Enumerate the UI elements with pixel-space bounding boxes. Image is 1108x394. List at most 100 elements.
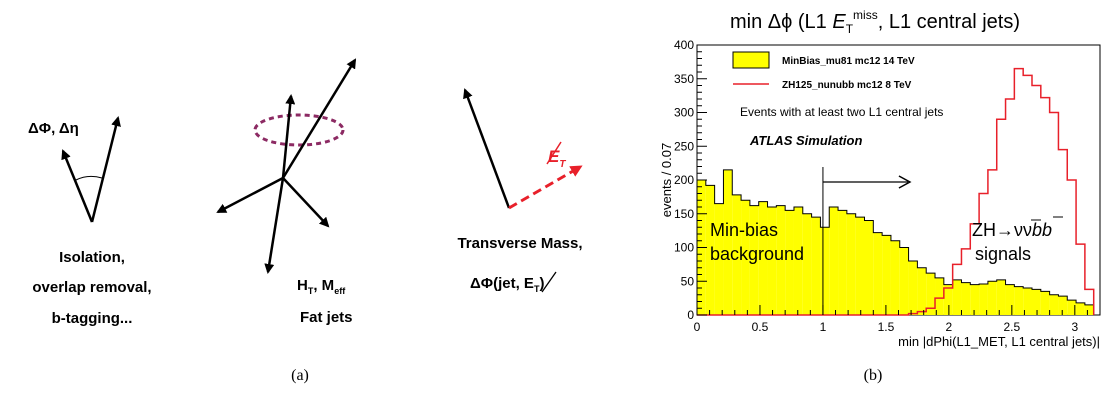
minbias-bar (758, 201, 768, 315)
y-tick-label: 350 (674, 72, 694, 86)
minbias-histogram (696, 169, 1095, 315)
y-tick-label: 100 (674, 241, 694, 255)
minbias-label-2: background (710, 244, 804, 264)
minbias-bar (802, 213, 812, 315)
minbias-bar (785, 210, 794, 315)
legend: MinBias_mu81 mc12 14 TeV ZH125_nunubb mc… (732, 51, 915, 91)
minbias-bar (1084, 304, 1094, 315)
minbias-bar (952, 279, 962, 315)
svg-text:ΔΦ(jet, ET): ΔΦ(jet, ET) (470, 275, 544, 294)
transverse-mass-label: Transverse Mass, (457, 235, 582, 252)
delta-phi-jet-et-label: ΔΦ(jet, ET) (470, 271, 557, 294)
panel-a-caption: (a) (291, 367, 309, 384)
minbias-bar (908, 261, 918, 315)
x-tick-label: 1.5 (878, 320, 895, 334)
minbias-bar (749, 205, 759, 315)
minbias-bar (1040, 291, 1050, 315)
minbias-bar (776, 205, 786, 315)
isolation-diagram (61, 116, 121, 223)
signal-histogram (697, 67, 1095, 316)
minbias-bar (1031, 289, 1041, 315)
y-axis-label: events / 0.07 (659, 143, 674, 217)
y-tick-label: 200 (674, 173, 694, 187)
minbias-bar (1058, 296, 1068, 315)
minbias-bar (838, 210, 847, 315)
minbias-bar (1067, 300, 1077, 315)
cut-indicator (822, 167, 912, 315)
minbias-bar (979, 283, 988, 315)
x-tick-label: 2.5 (1004, 320, 1021, 334)
signal-label-1: ZH→ννbb (972, 216, 1063, 240)
x-tick-label: 1 (820, 320, 827, 334)
minbias-bar (820, 227, 830, 315)
panel-a: ΔΦ, Δη Isolation, overlap removal, b-tag… (28, 58, 583, 384)
minbias-label-1: Min-bias (710, 220, 778, 240)
fat-jets-label: Fat jets (300, 309, 353, 326)
minbias-bar (996, 279, 1006, 315)
transverse-mass-diagram (463, 88, 583, 210)
minbias-bar (732, 194, 742, 315)
minbias-bar (890, 240, 900, 315)
minbias-bar (705, 185, 715, 315)
signal-label-2: signals (975, 244, 1031, 264)
y-tick-label: 150 (674, 207, 694, 221)
panel-b: min Δϕ (L1 ETmiss, L1 central jets) 0 50 1… (659, 8, 1101, 384)
minbias-bar (741, 200, 750, 315)
x-tick-label: 0.5 (752, 320, 769, 334)
cut-arrow-head (898, 175, 912, 189)
minbias-bar (1049, 294, 1059, 315)
y-tick-label: 300 (674, 106, 694, 120)
legend-label-minbias: MinBias_mu81 mc12 14 TeV (782, 56, 915, 67)
isolation-label-1: Isolation, (59, 249, 125, 266)
y-tick-label: 250 (674, 139, 694, 153)
x-tick-label: 3 (1071, 320, 1078, 334)
legend-swatch-minbias (732, 51, 770, 69)
x-tick-label: 0 (694, 320, 701, 334)
minbias-bar (935, 277, 944, 315)
minbias-bar (970, 284, 980, 315)
isolation-label-2: overlap removal, (32, 279, 151, 296)
y-tick-label: 400 (674, 38, 694, 52)
minbias-bar (1014, 286, 1024, 315)
isolation-label-3: b-tagging... (52, 310, 133, 327)
events-annotation: Events with at least two L1 central jets (740, 105, 943, 119)
y-tick-label: 50 (681, 274, 695, 288)
minbias-bar (811, 217, 821, 315)
minbias-bar (899, 247, 909, 315)
delta-phi-eta-label: ΔΦ, Δη (28, 120, 79, 137)
svg-text:ZH→ννbb: ZH→ννbb (972, 220, 1052, 240)
minbias-bar (987, 281, 997, 315)
minbias-bar (855, 217, 865, 315)
minbias-bar (882, 235, 891, 315)
minbias-bar (1023, 288, 1032, 315)
minbias-bar (767, 207, 777, 315)
missing-et-label: ET (546, 141, 566, 170)
minbias-bar (943, 284, 953, 315)
panel-b-caption: (b) (864, 367, 883, 384)
signal-line (697, 67, 1095, 316)
atlas-label: ATLAS Simulation (749, 133, 862, 148)
minbias-bar (714, 203, 724, 315)
y-tick-label: 0 (687, 308, 694, 322)
x-axis-label: min |dPhi(L1_MET, L1 central jets)| (898, 334, 1100, 349)
x-tick-label: 2 (946, 320, 953, 334)
minbias-bar (1076, 302, 1085, 315)
minbias-bar (723, 169, 733, 315)
minbias-bar (873, 232, 883, 315)
chart-title: min Δϕ (L1 ETmiss, L1 central jets) (730, 8, 1020, 36)
fat-jet-cone (253, 113, 345, 147)
axes: 0 50 100 150 200 250 300 350 400 0 0.5 1 1.5 2 2.5 3 (674, 38, 1088, 334)
legend-label-signal: ZH125_nunubb mc12 8 TeV (782, 80, 912, 91)
minbias-bar (917, 267, 927, 315)
minbias-bar (1005, 284, 1015, 315)
ht-meff-label: HT, Meff (297, 277, 346, 296)
minbias-bar (864, 220, 874, 315)
minbias-bar (829, 207, 839, 315)
minbias-bar (926, 273, 936, 315)
minbias-outline (696, 169, 1095, 315)
minbias-bar (961, 282, 971, 315)
fat-jet-diagram (216, 58, 357, 274)
minbias-bar (846, 213, 856, 315)
minbias-bar (793, 207, 803, 315)
